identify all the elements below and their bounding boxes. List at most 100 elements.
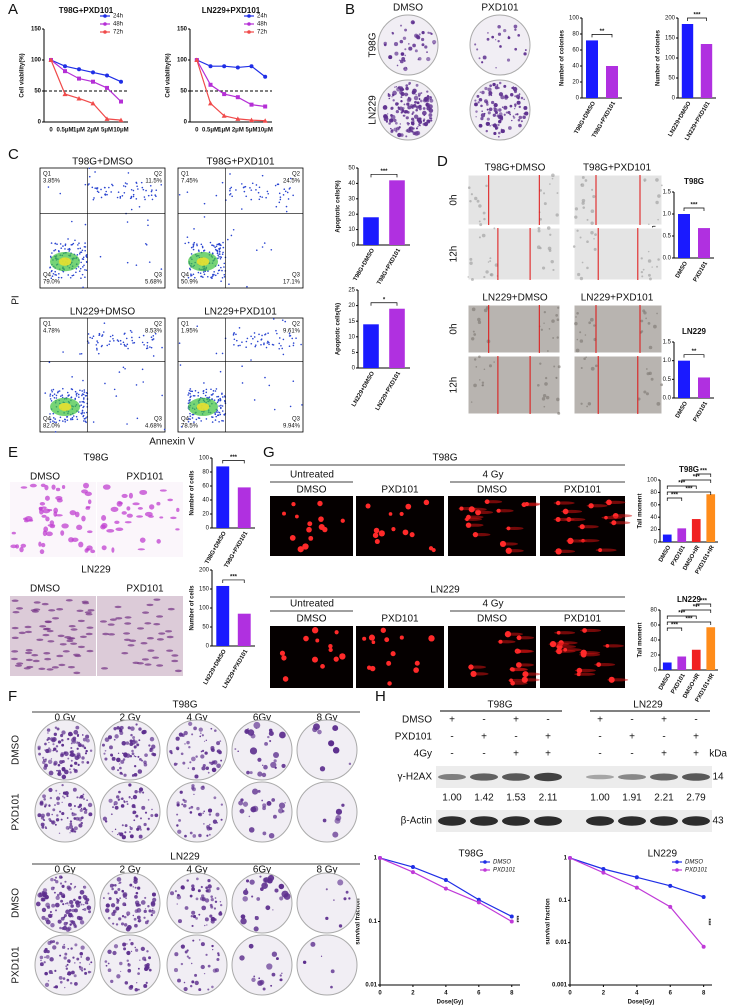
cell bbox=[25, 649, 33, 652]
colony bbox=[88, 910, 92, 914]
colony bbox=[78, 741, 81, 744]
cell bbox=[590, 209, 595, 214]
colony bbox=[490, 94, 493, 97]
event bbox=[203, 249, 206, 252]
event bbox=[288, 345, 291, 347]
event bbox=[59, 416, 62, 419]
colony bbox=[191, 980, 195, 984]
chart-title: LN229+PXD101 bbox=[202, 6, 261, 15]
event bbox=[212, 390, 215, 392]
colony bbox=[74, 885, 77, 888]
y-tick-label: 60 bbox=[202, 484, 209, 490]
quadrant-name: Q1 bbox=[181, 172, 190, 178]
cell bbox=[592, 194, 596, 199]
colony bbox=[121, 889, 125, 893]
colony bbox=[69, 981, 73, 985]
marker bbox=[410, 870, 415, 875]
cell bbox=[478, 236, 481, 239]
event bbox=[216, 249, 219, 252]
colony bbox=[400, 96, 403, 99]
colony bbox=[129, 755, 133, 758]
cell bbox=[156, 664, 164, 667]
y-tick-label: 25 bbox=[348, 288, 355, 294]
colony bbox=[212, 968, 218, 973]
event bbox=[253, 332, 256, 334]
colony bbox=[482, 55, 487, 60]
cell bbox=[11, 531, 16, 535]
series-line bbox=[50, 59, 122, 102]
event bbox=[79, 353, 81, 355]
event bbox=[149, 184, 152, 187]
colony bbox=[73, 924, 78, 929]
cell bbox=[156, 501, 161, 506]
marker bbox=[509, 914, 514, 919]
event bbox=[49, 255, 52, 258]
event bbox=[126, 423, 128, 425]
colony bbox=[80, 945, 85, 950]
cell bbox=[541, 266, 546, 270]
cell bbox=[62, 650, 70, 653]
series-line bbox=[196, 59, 266, 78]
colony bbox=[66, 737, 70, 741]
event bbox=[240, 208, 243, 210]
event bbox=[78, 270, 81, 272]
colony bbox=[190, 914, 194, 918]
significance-label: *** bbox=[685, 487, 693, 493]
event bbox=[79, 267, 82, 270]
marker bbox=[443, 886, 448, 891]
colony bbox=[79, 951, 84, 956]
event bbox=[263, 242, 266, 244]
event bbox=[135, 384, 138, 386]
event bbox=[274, 184, 277, 187]
colony bbox=[182, 804, 187, 808]
colony bbox=[503, 28, 507, 33]
y-tick-label: 0 bbox=[672, 96, 676, 102]
colony bbox=[404, 111, 407, 114]
x-tick-label: 10μM bbox=[257, 128, 272, 134]
colony bbox=[251, 895, 254, 898]
culture-dish bbox=[231, 719, 293, 781]
bar bbox=[389, 180, 405, 245]
quadrant-value: 17.1% bbox=[283, 280, 301, 286]
row-label: PXD101 bbox=[11, 793, 22, 831]
event bbox=[49, 421, 52, 423]
event bbox=[214, 390, 217, 392]
event bbox=[52, 420, 54, 422]
cell bbox=[467, 276, 469, 278]
event bbox=[281, 347, 283, 350]
event bbox=[71, 274, 74, 277]
comet-head bbox=[307, 521, 313, 527]
colony bbox=[73, 898, 76, 902]
colony bbox=[143, 822, 147, 827]
event bbox=[295, 337, 297, 339]
colony bbox=[499, 45, 502, 48]
legend-marker bbox=[103, 14, 107, 18]
colony bbox=[49, 957, 54, 962]
colony bbox=[492, 82, 496, 87]
colony bbox=[43, 798, 46, 801]
colony bbox=[48, 770, 54, 776]
event bbox=[148, 261, 151, 263]
quadrant-name: Q4 bbox=[43, 273, 52, 279]
colony bbox=[279, 978, 283, 982]
comet-head bbox=[582, 628, 587, 633]
colony bbox=[62, 791, 67, 795]
colony bbox=[419, 99, 423, 103]
colony bbox=[76, 796, 79, 799]
column-label: T98G+DMSO bbox=[485, 163, 546, 174]
colony bbox=[78, 918, 81, 921]
x-tick-label: LN229+DMSO bbox=[351, 371, 376, 409]
event bbox=[219, 397, 221, 400]
colony bbox=[195, 917, 198, 920]
colony bbox=[42, 888, 48, 893]
event bbox=[112, 337, 114, 340]
treatment-sign: - bbox=[450, 732, 453, 743]
cell bbox=[20, 543, 27, 548]
colony bbox=[152, 908, 154, 910]
event bbox=[214, 274, 217, 277]
event bbox=[292, 344, 295, 347]
colony bbox=[86, 761, 90, 764]
colony bbox=[242, 896, 248, 902]
colony bbox=[485, 129, 488, 133]
colony bbox=[123, 915, 127, 919]
